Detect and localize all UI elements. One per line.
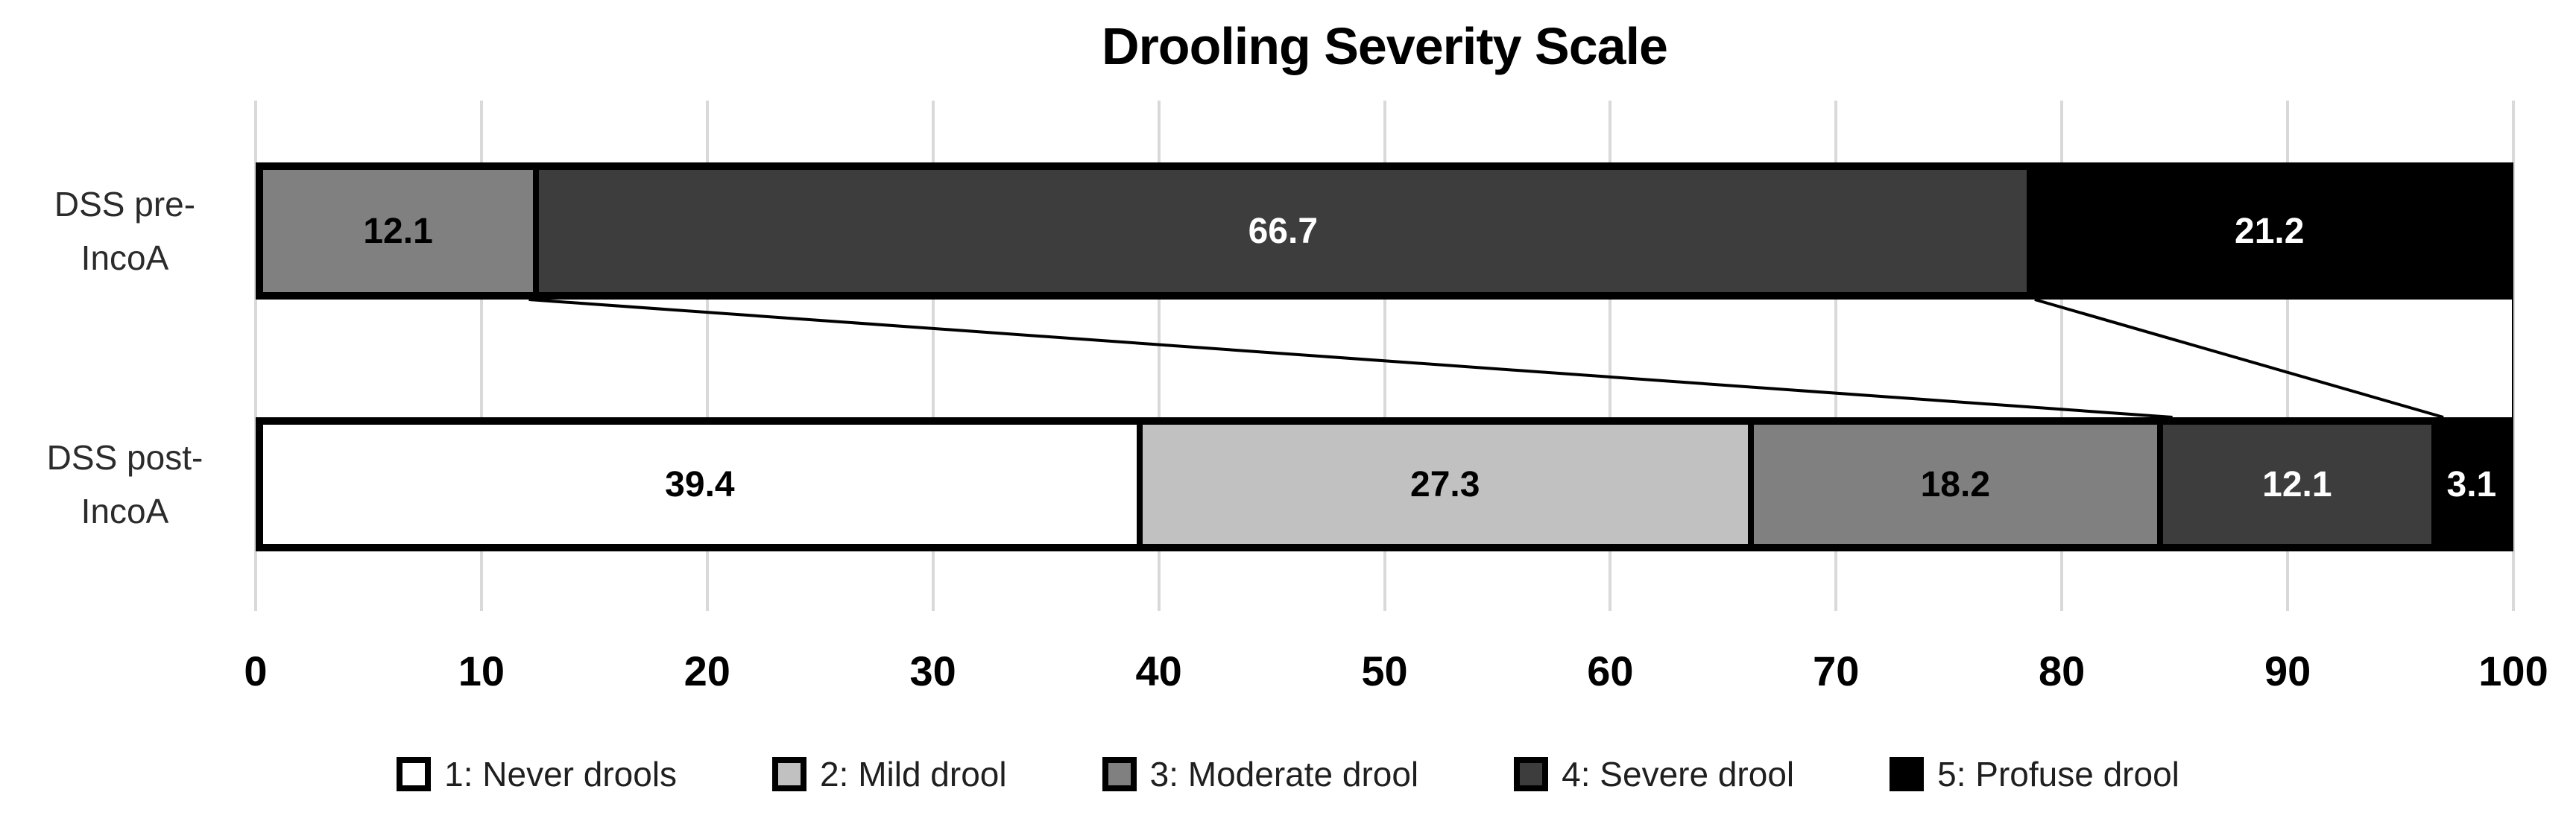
legend-swatch-icon bbox=[1102, 757, 1137, 791]
segment-value-label: 39.4 bbox=[665, 464, 735, 504]
category-label-pre: DSS pre- IncoA bbox=[54, 185, 196, 277]
bar-post: 39.4 27.3 18.2 12.1 3.1 bbox=[256, 417, 2513, 551]
legend-label: 5: Profuse drool bbox=[1937, 755, 2179, 794]
chart-title: Drooling Severity Scale bbox=[1102, 17, 1668, 75]
legend-entry: 5: Profuse drool bbox=[1890, 754, 2179, 794]
series-line bbox=[528, 298, 2173, 419]
x-tick-label-0: 0 bbox=[244, 647, 268, 694]
legend-entry: 1: Never drools bbox=[397, 754, 677, 794]
bar-segment: 27.3 bbox=[1136, 425, 1748, 544]
bar-segment: 12.1 bbox=[2156, 425, 2431, 544]
legend-entry: 2: Mild drool bbox=[772, 754, 1007, 794]
legend-swatch-icon bbox=[772, 757, 807, 791]
x-tick-label-30: 30 bbox=[909, 647, 956, 694]
legend-entry: 3: Moderate drool bbox=[1102, 754, 1419, 794]
x-tick-label-10: 10 bbox=[458, 647, 505, 694]
gridline-10 bbox=[479, 101, 483, 611]
legend-swatch-icon bbox=[1514, 757, 1549, 791]
legend-label: 1: Never drools bbox=[444, 755, 678, 794]
segment-value-label: 3.1 bbox=[2446, 464, 2497, 504]
segment-value-label: 21.2 bbox=[2235, 211, 2305, 251]
gridline-0 bbox=[254, 101, 257, 611]
legend-entry: 4: Severe drool bbox=[1514, 754, 1794, 794]
x-tick-label-50: 50 bbox=[1361, 647, 1408, 694]
bar-pre: 12.1 66.7 21.2 bbox=[256, 162, 2513, 300]
bar-segment: 3.1 bbox=[2431, 425, 2506, 544]
bar-segment: 18.2 bbox=[1747, 425, 2157, 544]
bar-segment: 66.7 bbox=[533, 170, 2027, 292]
segment-value-label: 66.7 bbox=[1248, 211, 1319, 251]
legend-label: 2: Mild drool bbox=[820, 755, 1007, 794]
x-tick-label-70: 70 bbox=[1813, 647, 1860, 694]
segment-value-label: 12.1 bbox=[363, 211, 433, 251]
segment-value-label: 27.3 bbox=[1410, 464, 1480, 504]
legend: 1: Never drools 2: Mild drool 3: Moderate … bbox=[0, 754, 2576, 794]
gridline-100 bbox=[2512, 101, 2515, 611]
category-label-post: DSS post- IncoA bbox=[46, 438, 203, 531]
x-tick-label-100: 100 bbox=[2478, 647, 2548, 694]
segment-value-label: 12.1 bbox=[2262, 464, 2332, 504]
legend-swatch-icon bbox=[1890, 757, 1925, 791]
series-line bbox=[2034, 298, 2444, 419]
legend-swatch-icon bbox=[397, 757, 432, 791]
legend-label: 3: Moderate drool bbox=[1149, 755, 1419, 794]
segment-value-label: 18.2 bbox=[1920, 464, 1991, 504]
bar-segment: 39.4 bbox=[263, 425, 1137, 544]
x-tick-label-90: 90 bbox=[2264, 647, 2311, 694]
x-tick-label-60: 60 bbox=[1587, 647, 1634, 694]
bar-segment: 21.2 bbox=[2027, 170, 2506, 292]
x-tick-label-40: 40 bbox=[1135, 647, 1182, 694]
x-tick-label-80: 80 bbox=[2039, 647, 2086, 694]
legend-label: 4: Severe drool bbox=[1562, 755, 1795, 794]
bar-segment: 12.1 bbox=[263, 170, 534, 292]
x-tick-label-20: 20 bbox=[684, 647, 730, 694]
